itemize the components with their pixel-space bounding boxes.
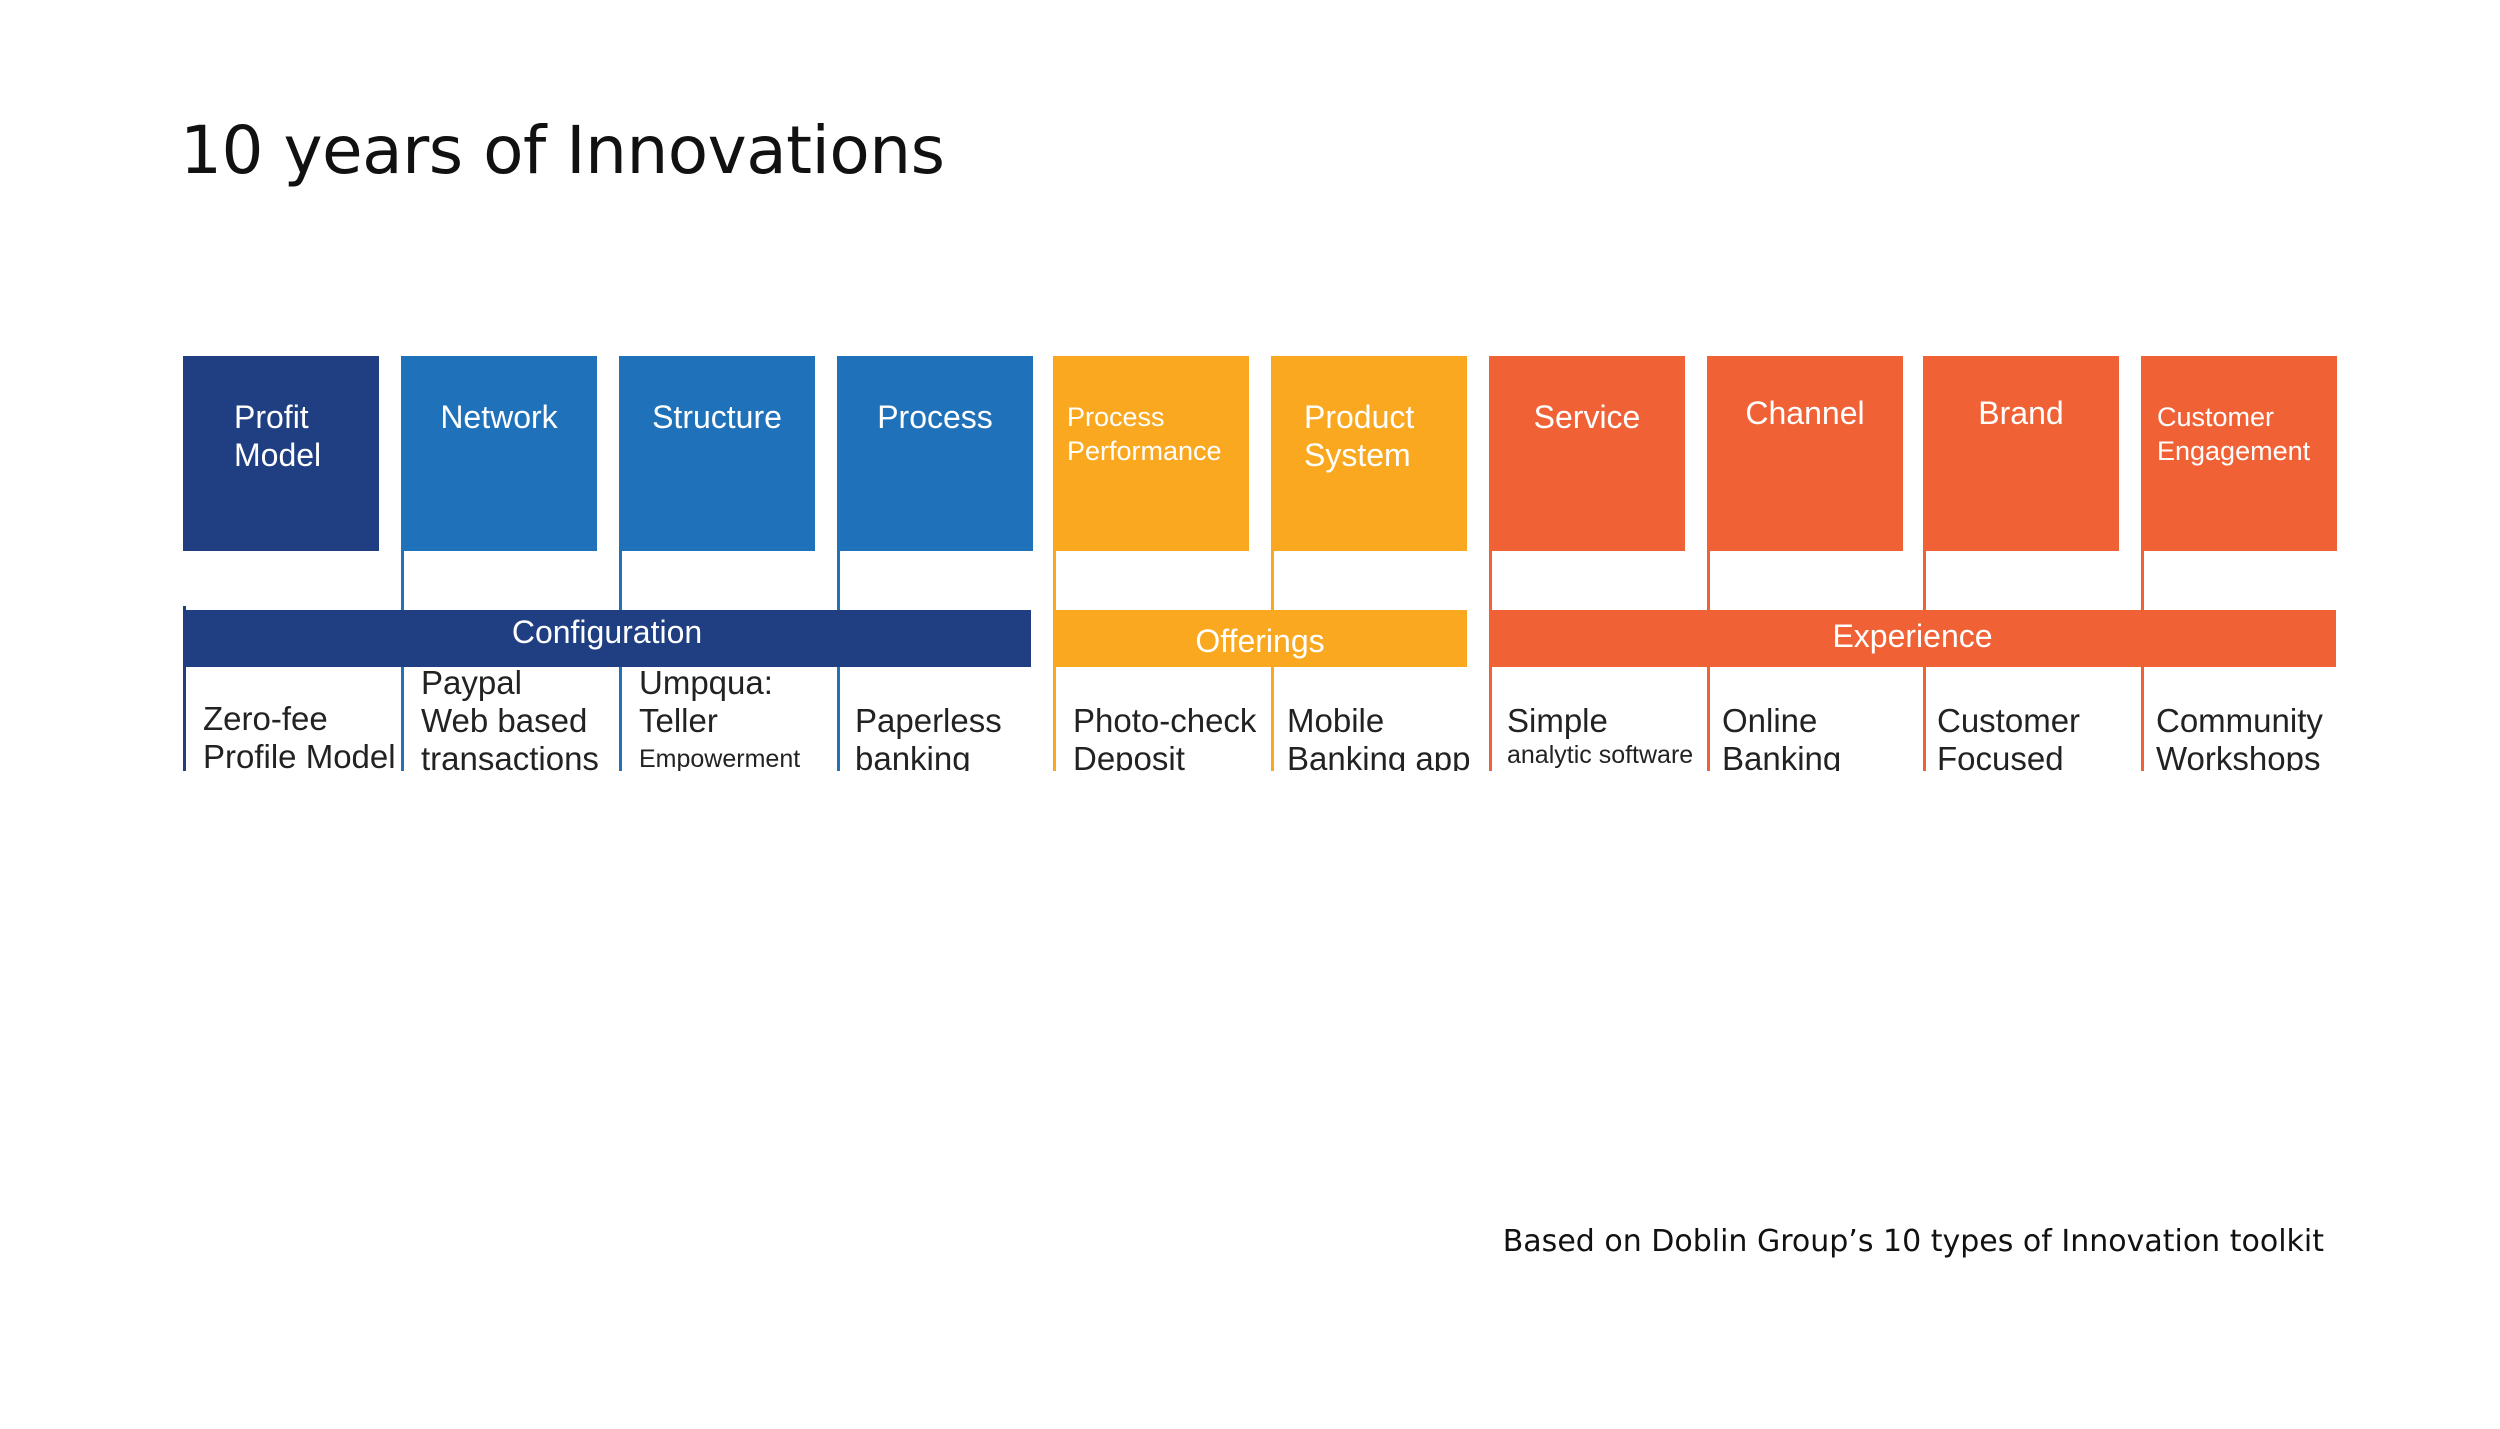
- example-line: Banking: [1722, 740, 1841, 771]
- example-line: Focused: [1937, 740, 2080, 771]
- example-customer-engagement: Community Workshops: [2156, 702, 2323, 771]
- example-brand: Customer Focused: [1937, 702, 2080, 771]
- example-process: Paperless banking: [855, 702, 1002, 771]
- example-process-performance: Photo-check Deposit: [1073, 702, 1256, 771]
- example-line: banking: [855, 740, 1002, 771]
- group-label: Offerings: [1195, 623, 1324, 660]
- category-label: Service: [1489, 398, 1685, 436]
- category-label: Process: [837, 398, 1033, 436]
- category-profit-model: Profit Model: [183, 356, 379, 551]
- category-channel: Channel: [1707, 356, 1903, 551]
- category-label: Customer Engagement: [2141, 400, 2337, 468]
- example-line: Umpqua:: [639, 664, 800, 702]
- example-network: Paypal Web based transactions: [421, 664, 599, 771]
- category-label: Product System: [1271, 398, 1467, 474]
- example-profit-model: Zero-fee Profile Model: [203, 700, 396, 771]
- example-product-system: Mobile Banking app: [1287, 702, 1470, 771]
- group-label: Configuration: [512, 614, 702, 651]
- category-label: Process Performance: [1053, 400, 1249, 468]
- example-line: Deposit: [1073, 740, 1256, 771]
- example-line: Empowerment: [639, 740, 800, 771]
- example-line: Profile Model: [203, 738, 396, 771]
- category-brand: Brand: [1923, 356, 2119, 551]
- category-structure: Structure: [619, 356, 815, 551]
- category-product-system: Product System: [1271, 356, 1467, 551]
- example-line: Mobile: [1287, 702, 1470, 740]
- page-title: 10 years of Innovations: [180, 118, 944, 184]
- example-line: Workshops: [2156, 740, 2323, 771]
- category-label: Profit Model: [183, 398, 379, 474]
- group-band-experience: Experience: [1489, 610, 2336, 667]
- category-label: Network: [401, 398, 597, 436]
- example-line: Online: [1722, 702, 1841, 740]
- category-service: Service: [1489, 356, 1685, 551]
- category-label: Structure: [619, 398, 815, 436]
- example-line: Paperless: [855, 702, 1002, 740]
- example-channel: Online Banking: [1722, 702, 1841, 771]
- example-line: analytic software: [1507, 740, 1693, 770]
- category-process-performance: Process Performance: [1053, 356, 1249, 551]
- category-customer-engagement: Customer Engagement: [2141, 356, 2337, 551]
- category-process: Process: [837, 356, 1033, 551]
- example-line: Teller: [639, 702, 800, 740]
- example-line: Zero-fee: [203, 700, 396, 738]
- category-label: Channel: [1707, 394, 1903, 432]
- example-structure: Umpqua: Teller Empowerment: [639, 664, 800, 771]
- category-network: Network: [401, 356, 597, 551]
- example-line: Banking app: [1287, 740, 1470, 771]
- example-line: Web based: [421, 702, 599, 740]
- source-note: Based on Doblin Group’s 10 types of Inno…: [1503, 1227, 2324, 1257]
- example-line: Paypal: [421, 664, 599, 702]
- group-band-offerings: Offerings: [1053, 610, 1467, 667]
- group-label: Experience: [1832, 618, 1992, 655]
- example-line: Community: [2156, 702, 2323, 740]
- example-line: transactions: [421, 740, 599, 771]
- group-band-configuration: Configuration: [183, 610, 1031, 667]
- category-label: Brand: [1923, 394, 2119, 432]
- example-line: Photo-check: [1073, 702, 1256, 740]
- example-service: Simple analytic software: [1507, 702, 1693, 771]
- example-line: Customer: [1937, 702, 2080, 740]
- example-line: Simple: [1507, 702, 1693, 740]
